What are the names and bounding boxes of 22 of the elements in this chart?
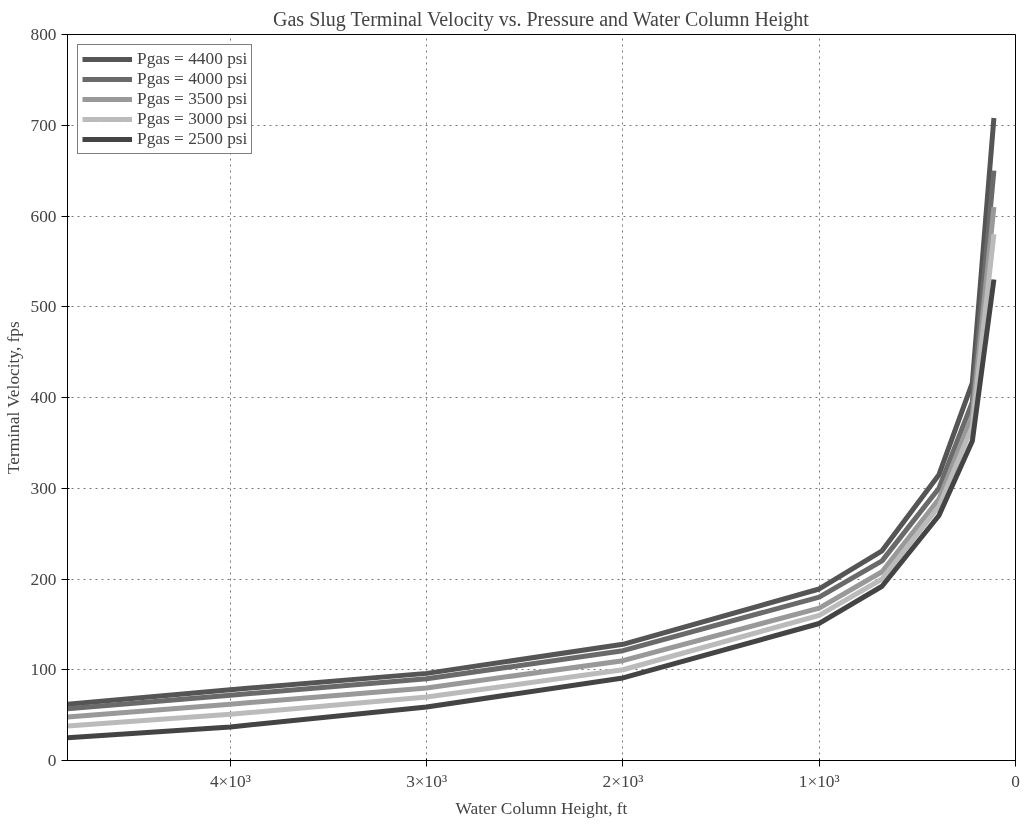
legend-label: Pgas = 4400 psi bbox=[137, 49, 248, 69]
legend-label: Pgas = 3000 psi bbox=[137, 109, 248, 129]
x-axis-title: Water Column Height, ft bbox=[455, 798, 628, 818]
y-tick-label: 300 bbox=[30, 478, 57, 498]
x-tick-label: 4×10³ bbox=[209, 771, 251, 791]
y-tick-label: 600 bbox=[30, 206, 57, 226]
legend-label: Pgas = 4000 psi bbox=[137, 69, 248, 89]
x-tick-label: 2×10³ bbox=[602, 771, 644, 791]
y-tick-label: 700 bbox=[30, 115, 57, 135]
y-tick-label: 800 bbox=[30, 25, 57, 44]
x-tick-label: 1×10³ bbox=[798, 771, 840, 791]
y-axis-title: Terminal Velocity, fps bbox=[3, 321, 23, 475]
y-tick-label: 0 bbox=[47, 751, 57, 770]
y-tick-label: 100 bbox=[30, 660, 57, 680]
y-tick-label: 400 bbox=[30, 388, 57, 407]
x-tick-label: 3×10³ bbox=[406, 771, 448, 791]
chart-title: Gas Slug Terminal Velocity vs. Pressure and Water Column Height bbox=[273, 7, 810, 31]
y-tick-label: 500 bbox=[30, 297, 57, 317]
x-tick-label: 0 bbox=[1011, 771, 1020, 791]
legend-label: Pgas = 3500 psi bbox=[137, 89, 248, 109]
legend-label: Pgas = 2500 psi bbox=[137, 129, 248, 149]
y-tick-label: 200 bbox=[30, 569, 57, 589]
